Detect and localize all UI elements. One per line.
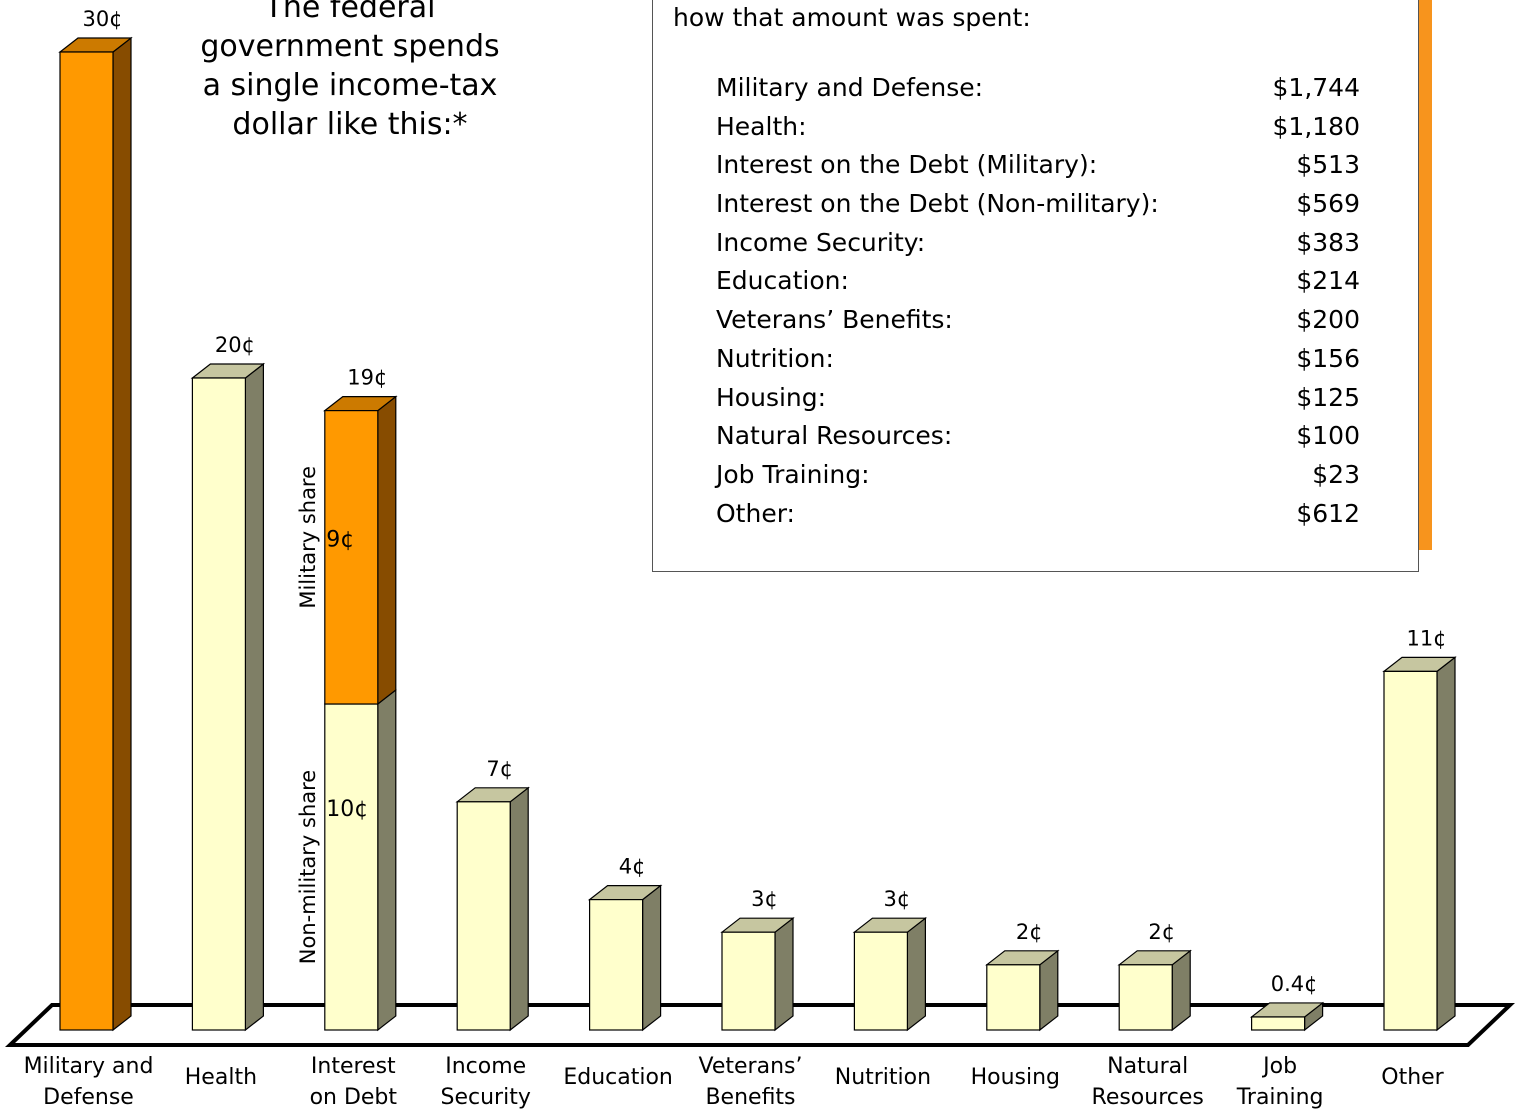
infobox-row-label: Interest on the Debt (Military): — [716, 150, 1098, 180]
infobox-table: Military and Defense: $1,744 Health: $1,180… — [716, 69, 1360, 533]
segment-name-label: Non-military share — [296, 770, 320, 964]
bar — [588, 898, 644, 1031]
bar-side — [244, 362, 264, 1032]
segment-value-label: 10¢ — [326, 797, 368, 822]
infobox-row: Income Security: $383 — [716, 224, 1360, 263]
bar — [1118, 964, 1173, 1031]
infobox-row: Nutrition: $156 — [716, 340, 1360, 379]
infobox-row: Veterans’ Benefits: $200 — [716, 301, 1360, 340]
category-label: on Debt — [310, 1085, 398, 1110]
bar-value-label: 3¢ — [751, 887, 778, 911]
infobox-row-amount: $513 — [1296, 150, 1360, 180]
bar-side — [509, 786, 529, 1032]
infobox-row-label: Income Security: — [716, 227, 926, 257]
infobox-row-amount: $23 — [1312, 459, 1360, 489]
infobox-row-amount: $1,744 — [1272, 73, 1360, 102]
category-label: Military and — [24, 1054, 154, 1079]
bar-value-label: 11¢ — [1406, 626, 1446, 650]
bar — [456, 801, 511, 1031]
infobox-row-amount: $214 — [1296, 266, 1360, 296]
bar-value-label: 0.4¢ — [1271, 972, 1318, 996]
infobox-row-amount: $200 — [1296, 305, 1360, 335]
category-label: Other — [1381, 1065, 1444, 1090]
bar-value-label: 30¢ — [82, 7, 122, 31]
infobox-row-amount: $125 — [1296, 382, 1360, 412]
infobox-row: Interest on the Debt (Military): $513 — [716, 146, 1360, 185]
bar-side — [641, 884, 662, 1032]
infobox-row: Job Training: $23 — [716, 456, 1360, 495]
infobox-row-label: Housing: — [716, 382, 827, 412]
category-label: Health — [185, 1065, 257, 1090]
infobox-row-label: Nutrition: — [716, 343, 834, 373]
category-label: Job — [1261, 1054, 1297, 1079]
bar-value-label: 20¢ — [215, 333, 255, 357]
segment-value-label: 9¢ — [326, 528, 354, 553]
bar-side — [112, 36, 132, 1032]
category-label: Interest — [311, 1054, 396, 1079]
infobox-row-amount: $569 — [1296, 189, 1360, 219]
bar-value-label: 19¢ — [347, 366, 387, 390]
infobox-row: Health: $1,180 — [716, 108, 1360, 147]
infobox-row-label: Interest on the Debt (Non-military): — [716, 189, 1159, 219]
infobox-row-label: Education: — [716, 266, 849, 296]
bar-value-label: 4¢ — [619, 855, 646, 879]
category-label: Security — [441, 1085, 531, 1110]
bar-side — [1436, 656, 1456, 1032]
infobox-row-amount: $100 — [1296, 421, 1360, 451]
bar — [59, 51, 114, 1031]
category-label: Education — [563, 1065, 673, 1090]
bar — [721, 931, 776, 1031]
infobox-row: Education: $214 — [716, 262, 1360, 301]
category-label: Training — [1236, 1085, 1324, 1110]
bar-side — [906, 916, 927, 1032]
category-label: Natural — [1107, 1054, 1188, 1079]
bar-value-label: 3¢ — [884, 887, 911, 911]
infobox-row-label: Military and Defense: — [716, 73, 984, 102]
infobox-row-amount: $156 — [1296, 343, 1360, 373]
bar — [853, 931, 909, 1031]
bar — [986, 964, 1041, 1031]
category-label: Resources — [1092, 1085, 1204, 1110]
bar-value-label: 7¢ — [486, 757, 513, 781]
infobox-row: Military and Defense: $1,744 — [716, 69, 1360, 108]
spending-infobox: how that amount was spent: Military and … — [652, 0, 1419, 572]
infobox-row: Natural Resources: $100 — [716, 417, 1360, 456]
bar — [1383, 670, 1438, 1031]
bar-value-label: 2¢ — [1016, 920, 1043, 944]
infobox-row-label: Natural Resources: — [716, 421, 953, 451]
infobox-row-amount: $612 — [1296, 498, 1360, 528]
category-label: Housing — [971, 1065, 1060, 1090]
bar-side — [377, 688, 397, 1032]
category-label: Veterans’ — [699, 1054, 803, 1079]
category-label: Benefits — [705, 1085, 795, 1110]
infobox-row: Interest on the Debt (Non-military): $569 — [716, 185, 1360, 224]
infobox-row-label: Veterans’ Benefits: — [716, 305, 953, 335]
infobox-row-label: Job Training: — [716, 459, 870, 489]
bar-side — [377, 395, 397, 706]
bar — [324, 703, 379, 1031]
infobox-row-amount: $383 — [1296, 227, 1360, 257]
infobox-row: Housing: $125 — [716, 379, 1360, 418]
bar — [191, 377, 246, 1031]
bar — [324, 410, 379, 705]
bar-side — [774, 916, 794, 1032]
category-label: Defense — [43, 1085, 134, 1110]
bar — [1250, 1016, 1306, 1031]
bar-value-label: 2¢ — [1148, 920, 1175, 944]
infobox-row: Other: $612 — [716, 495, 1360, 534]
infobox-row-amount: $1,180 — [1272, 111, 1360, 141]
category-label: Income — [445, 1054, 526, 1079]
infobox-row-label: Other: — [716, 498, 795, 528]
chart-subtitle: The federal government spends a single i… — [200, 0, 500, 142]
category-label: Nutrition — [835, 1065, 931, 1090]
infobox-intro: how that amount was spent: — [673, 3, 1031, 32]
segment-name-label: Military share — [296, 466, 320, 609]
infobox-row-label: Health: — [716, 111, 807, 141]
